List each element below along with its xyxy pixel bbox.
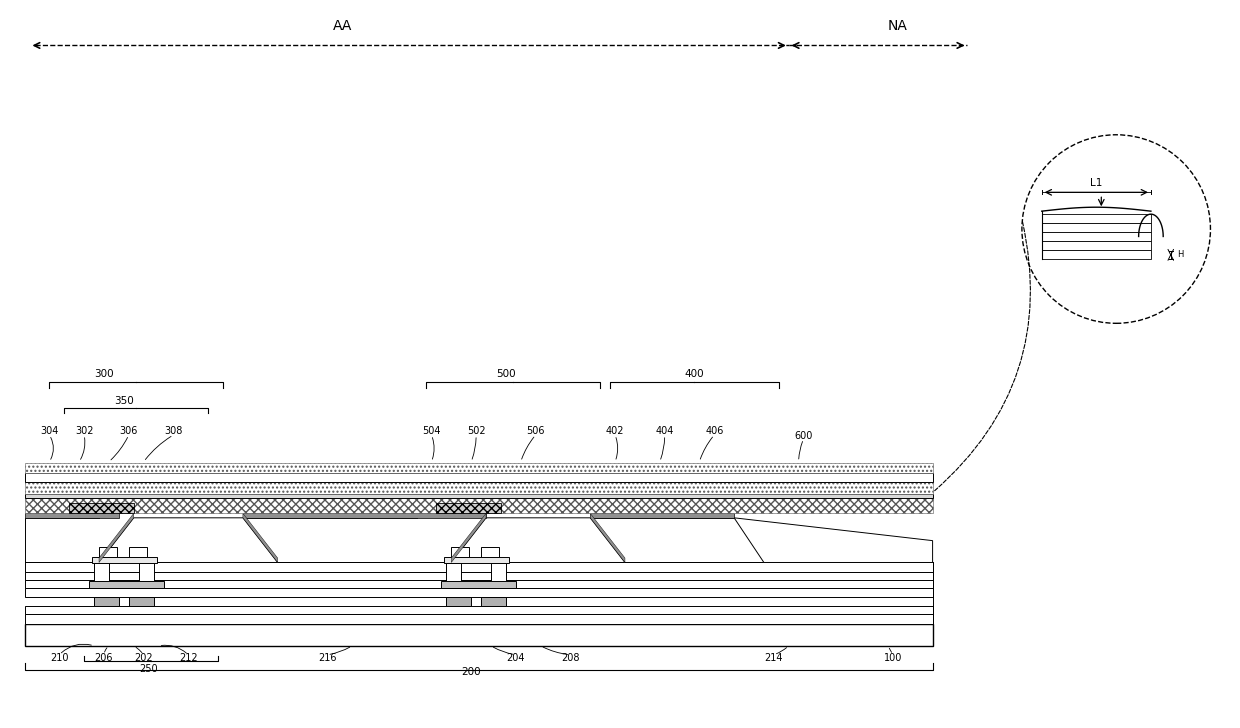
Bar [89, 582, 164, 588]
Bar [441, 582, 516, 588]
Text: 100: 100 [884, 653, 901, 662]
Bar [481, 597, 506, 606]
Text: 308: 308 [164, 426, 182, 436]
Polygon shape [99, 513, 134, 563]
Text: 206: 206 [94, 653, 113, 662]
Bar [25, 472, 932, 482]
Text: 600: 600 [795, 431, 812, 441]
Bar [99, 547, 117, 556]
Text: 350: 350 [114, 396, 134, 406]
Text: 202: 202 [134, 653, 153, 662]
Bar [94, 597, 119, 606]
Bar [243, 513, 486, 518]
Text: 304: 304 [40, 426, 58, 436]
Bar [25, 588, 932, 597]
Polygon shape [451, 518, 625, 563]
Text: 250: 250 [139, 664, 157, 673]
Bar [25, 513, 119, 518]
Bar [446, 563, 461, 582]
Text: NA: NA [888, 19, 908, 33]
Text: 216: 216 [317, 653, 336, 662]
Bar [69, 503, 134, 513]
Text: 400: 400 [684, 369, 704, 379]
Text: 200: 200 [461, 667, 481, 676]
Bar [590, 513, 734, 518]
Text: AA: AA [332, 19, 352, 33]
Bar [25, 563, 932, 572]
Bar [25, 482, 932, 494]
Text: 212: 212 [179, 653, 197, 662]
Bar [25, 463, 932, 472]
Bar [92, 556, 156, 563]
Polygon shape [243, 513, 278, 563]
Bar [491, 563, 506, 582]
Text: 502: 502 [466, 426, 485, 436]
Text: 300: 300 [94, 369, 114, 379]
Bar [25, 572, 932, 580]
Bar [446, 597, 471, 606]
Bar [1042, 232, 1151, 241]
Bar [139, 563, 154, 582]
Bar [25, 624, 932, 646]
Text: 506: 506 [527, 426, 544, 436]
Text: L1: L1 [1090, 178, 1102, 189]
Bar [1042, 214, 1151, 223]
Bar [129, 547, 146, 556]
Bar [451, 547, 469, 556]
Bar [1042, 241, 1151, 250]
Polygon shape [451, 513, 486, 563]
Text: H: H [1178, 250, 1184, 259]
Bar [129, 597, 154, 606]
Text: 214: 214 [765, 653, 784, 662]
Bar [25, 614, 932, 624]
Bar [94, 563, 109, 582]
Polygon shape [734, 518, 932, 563]
Bar [1042, 250, 1151, 259]
Text: 204: 204 [507, 653, 525, 662]
Polygon shape [590, 513, 625, 563]
Bar [25, 518, 99, 563]
Bar [444, 556, 508, 563]
Text: 504: 504 [422, 426, 440, 436]
Bar [481, 547, 498, 556]
Bar [25, 494, 932, 499]
Bar [1042, 223, 1151, 232]
Bar [25, 499, 932, 513]
Bar [625, 518, 759, 563]
Text: 208: 208 [562, 653, 579, 662]
Bar [436, 503, 501, 513]
Polygon shape [99, 518, 278, 563]
Bar [25, 580, 932, 588]
Text: 500: 500 [496, 369, 516, 379]
Bar [25, 606, 932, 614]
Text: 210: 210 [50, 653, 68, 662]
Bar [278, 518, 451, 563]
Text: 302: 302 [74, 426, 93, 436]
Text: 306: 306 [119, 426, 138, 436]
Text: 404: 404 [656, 426, 673, 436]
Text: 402: 402 [606, 426, 624, 436]
Text: 406: 406 [706, 426, 723, 436]
